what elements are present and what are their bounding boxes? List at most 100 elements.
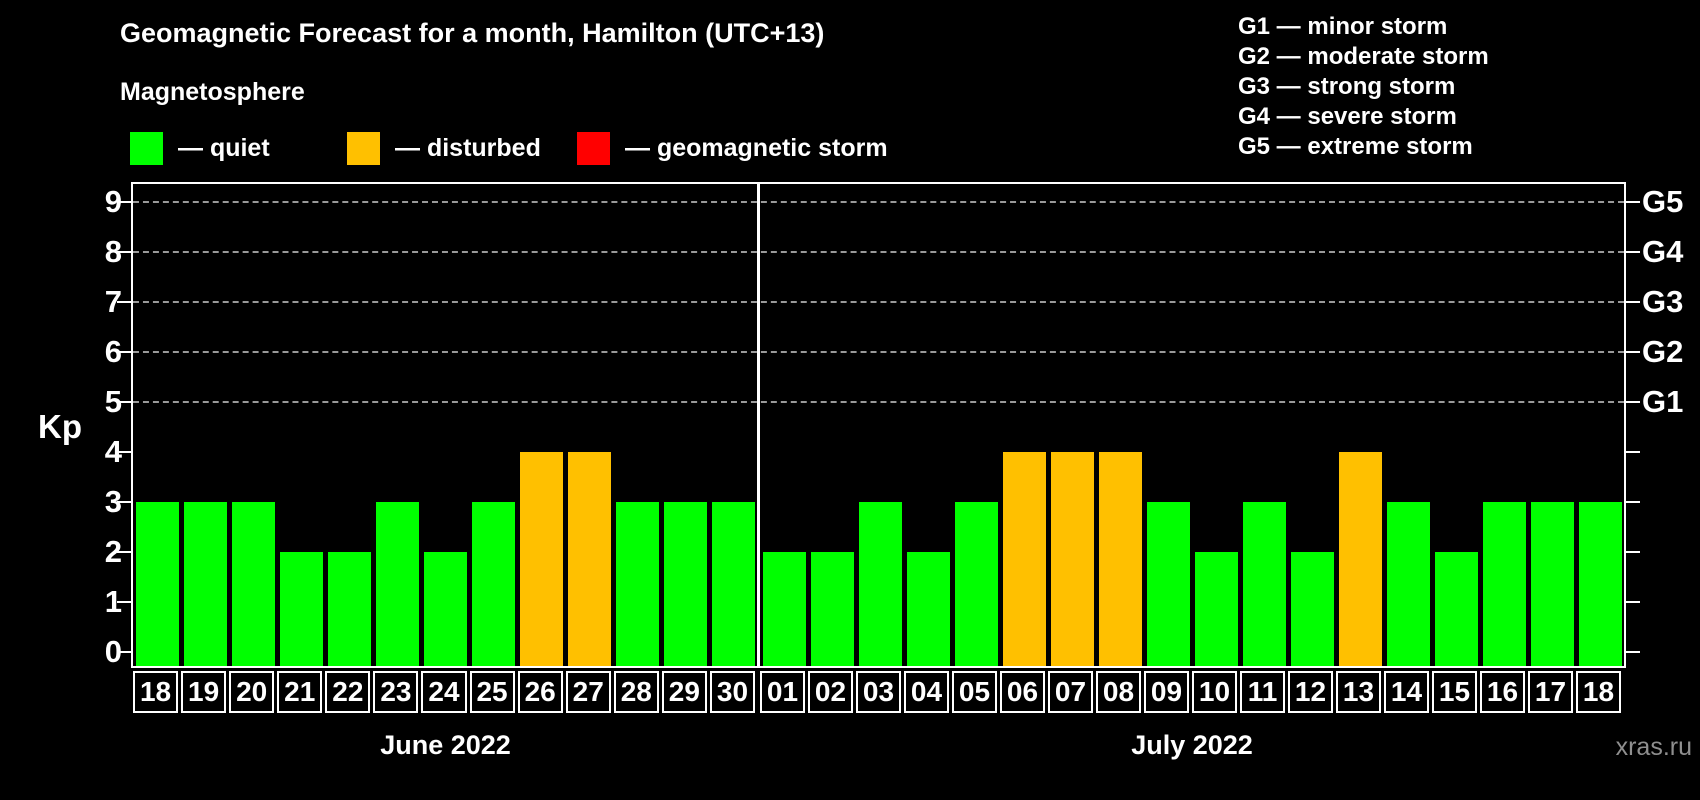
month-divider xyxy=(757,184,760,666)
left-axis-tick xyxy=(117,551,131,553)
right-axis-tick xyxy=(1626,201,1640,203)
chart-title: Geomagnetic Forecast for a month, Hamilt… xyxy=(120,18,825,48)
watermark: xras.ru xyxy=(1615,733,1692,761)
y-tick-label-9: 9 xyxy=(104,184,122,219)
gridline-kp5 xyxy=(133,401,1624,403)
y-tick-label-8: 8 xyxy=(104,234,122,269)
date-axis-row: 18 19 20 21 22 23 24 25 26 27 28 29 30 01 02 03 04 05 06 07… xyxy=(133,671,1624,713)
bar-june-30 xyxy=(712,502,756,666)
gridline-kp6 xyxy=(133,351,1624,353)
y-tick-label-5: 5 xyxy=(104,384,122,419)
legend-item-quiet: — quiet xyxy=(130,132,270,165)
date-label-june-23: 23 xyxy=(373,671,419,713)
date-label-june-18: 18 xyxy=(133,671,179,713)
storm-color-swatch xyxy=(577,132,610,165)
left-axis-tick xyxy=(117,451,131,453)
bar-july-04 xyxy=(906,552,950,666)
date-label-july-17: 17 xyxy=(1528,671,1573,713)
g-scale-label-g2: G2 xyxy=(1642,334,1684,369)
right-axis-tick xyxy=(1626,401,1640,403)
date-label-june-20: 20 xyxy=(229,671,275,713)
date-label-june-26: 26 xyxy=(517,671,563,713)
bar-june-18 xyxy=(135,502,179,666)
g-scale-label-g1: G1 xyxy=(1642,384,1684,419)
g2-legend-line: G2 — moderate storm xyxy=(1238,43,1489,70)
disturbed-color-swatch xyxy=(347,132,380,165)
bar-july-18 xyxy=(1578,502,1622,666)
legend-label-disturbed: — disturbed xyxy=(395,134,541,162)
date-label-july-13: 13 xyxy=(1336,671,1381,713)
left-axis-tick xyxy=(117,601,131,603)
date-label-july-11: 11 xyxy=(1240,671,1285,713)
right-axis-tick xyxy=(1626,501,1640,503)
right-axis-tick xyxy=(1626,351,1640,353)
bar-june-27 xyxy=(568,452,612,666)
magnetosphere-label: Magnetosphere xyxy=(120,78,305,106)
bar-july-16 xyxy=(1482,502,1526,666)
date-label-july-12: 12 xyxy=(1288,671,1333,713)
g-scale-label-g4: G4 xyxy=(1642,234,1684,269)
bar-july-10 xyxy=(1194,552,1238,666)
date-label-july-06: 06 xyxy=(1000,671,1045,713)
bar-july-07 xyxy=(1050,452,1094,666)
y-axis-title: Kp xyxy=(38,408,82,445)
left-axis-tick xyxy=(117,301,131,303)
bar-june-19 xyxy=(183,502,227,666)
left-axis-tick xyxy=(117,351,131,353)
bar-june-22 xyxy=(327,552,371,666)
date-label-july-18: 18 xyxy=(1576,671,1621,713)
g-scale-label-g3: G3 xyxy=(1642,284,1684,319)
right-axis-tick xyxy=(1626,251,1640,253)
g3-legend-line: G3 — strong storm xyxy=(1238,73,1456,100)
bar-june-24 xyxy=(423,552,468,666)
bar-june-23 xyxy=(375,502,419,666)
g1-legend-line: G1 — minor storm xyxy=(1238,13,1448,40)
date-label-july-05: 05 xyxy=(952,671,997,713)
y-tick-label-2: 2 xyxy=(104,534,122,569)
y-tick-label-7: 7 xyxy=(104,284,122,319)
left-axis-tick xyxy=(117,501,131,503)
bar-july-12 xyxy=(1290,552,1334,666)
left-axis-tick xyxy=(117,201,131,203)
month-label-june: June 2022 xyxy=(380,730,511,760)
y-tick-label-6: 6 xyxy=(104,334,122,369)
y-tick-label-4: 4 xyxy=(104,434,122,469)
date-label-july-04: 04 xyxy=(904,671,949,713)
legend-label-storm: — geomagnetic storm xyxy=(625,134,888,162)
date-label-june-28: 28 xyxy=(613,671,659,713)
date-label-june-27: 27 xyxy=(565,671,611,713)
date-label-july-16: 16 xyxy=(1480,671,1525,713)
date-label-june-21: 21 xyxy=(277,671,323,713)
bar-june-29 xyxy=(664,502,708,666)
date-label-july-10: 10 xyxy=(1192,671,1237,713)
bar-july-05 xyxy=(954,502,998,666)
right-axis-tick xyxy=(1626,301,1640,303)
bar-july-17 xyxy=(1530,502,1574,666)
y-tick-label-1: 1 xyxy=(104,584,122,619)
right-axis-tick xyxy=(1626,651,1640,653)
date-label-july-02: 02 xyxy=(808,671,853,713)
date-label-june-30: 30 xyxy=(709,671,755,713)
date-label-june-29: 29 xyxy=(661,671,707,713)
date-label-july-14: 14 xyxy=(1384,671,1429,713)
left-axis-tick xyxy=(117,651,131,653)
bar-june-28 xyxy=(616,502,660,666)
g4-legend-line: G4 — severe storm xyxy=(1238,103,1457,130)
g5-legend-line: G5 — extreme storm xyxy=(1238,133,1473,160)
left-axis-tick xyxy=(117,401,131,403)
left-axis-tick xyxy=(117,251,131,253)
bar-july-01 xyxy=(762,552,806,666)
bar-july-03 xyxy=(858,502,902,666)
y-tick-label-0: 0 xyxy=(104,634,122,669)
month-label-july: July 2022 xyxy=(1131,730,1253,760)
bar-june-21 xyxy=(279,552,323,666)
date-label-july-08: 08 xyxy=(1096,671,1141,713)
gridline-kp7 xyxy=(133,301,1624,303)
gridline-kp8 xyxy=(133,251,1624,253)
bar-june-26 xyxy=(520,452,564,666)
quiet-color-swatch xyxy=(130,132,163,165)
bar-july-11 xyxy=(1242,502,1286,666)
right-axis-tick xyxy=(1626,451,1640,453)
bar-july-09 xyxy=(1146,502,1190,666)
